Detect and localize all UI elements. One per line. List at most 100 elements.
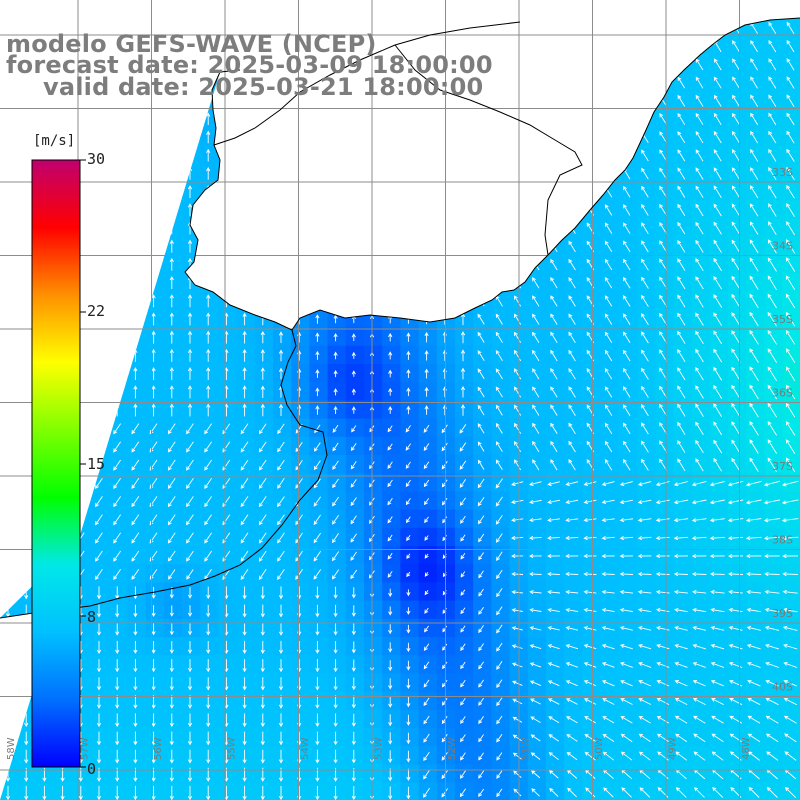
field-cell xyxy=(291,709,310,729)
field-cell xyxy=(764,109,784,128)
wind-arrow xyxy=(187,330,193,344)
wind-arrow xyxy=(406,369,411,378)
field-cell xyxy=(709,109,729,128)
field-cell xyxy=(655,254,674,274)
field-cell xyxy=(455,382,474,401)
wind-arrow xyxy=(406,768,411,782)
wind-arrow xyxy=(24,731,29,746)
wind-arrow xyxy=(187,385,193,399)
field-cell xyxy=(436,382,456,401)
wind-arrow xyxy=(115,731,120,746)
field-cell xyxy=(109,637,128,656)
wind-arrow xyxy=(550,386,558,398)
field-cell xyxy=(709,546,729,565)
wind-arrow xyxy=(131,459,140,471)
field-cell xyxy=(163,345,183,365)
field-cell xyxy=(637,600,656,620)
wind-arrow xyxy=(764,625,780,631)
field-cell xyxy=(527,345,547,365)
wind-arrow xyxy=(95,514,103,526)
wind-arrow xyxy=(315,659,320,673)
field-cell xyxy=(491,546,511,565)
field-cell xyxy=(145,546,165,565)
field-cell xyxy=(418,327,438,347)
field-cell xyxy=(691,764,711,784)
field-cell xyxy=(728,364,747,383)
field-cell xyxy=(109,527,128,547)
field-cell xyxy=(218,491,238,511)
field-cell xyxy=(364,491,383,511)
field-cell xyxy=(254,509,274,529)
field-cell xyxy=(655,145,674,165)
field-cell xyxy=(600,327,620,347)
field-cell xyxy=(564,691,583,711)
field-cell xyxy=(455,764,474,784)
wind-arrow xyxy=(460,643,466,651)
field-cell xyxy=(491,455,511,474)
wind-arrow xyxy=(113,441,121,453)
wind-arrow xyxy=(659,167,667,180)
wind-arrow xyxy=(441,424,448,434)
wind-arrow xyxy=(260,385,265,398)
field-cell xyxy=(236,728,256,747)
wind-arrow xyxy=(638,698,652,705)
wind-arrow xyxy=(691,536,707,541)
field-cell xyxy=(382,546,401,565)
field-cell xyxy=(254,345,274,365)
wind-arrow xyxy=(387,443,393,451)
wind-arrow xyxy=(783,679,798,687)
field-cell xyxy=(345,709,365,729)
field-cell xyxy=(564,364,583,383)
field-cell xyxy=(200,637,219,656)
wind-arrow xyxy=(583,607,597,613)
wind-arrow xyxy=(477,459,485,470)
wind-arrow xyxy=(278,331,284,343)
wind-arrow xyxy=(186,496,194,508)
wind-arrow xyxy=(496,606,503,616)
field-cell xyxy=(418,509,438,529)
field-cell xyxy=(618,218,638,238)
field-cell xyxy=(145,491,165,511)
field-cell xyxy=(673,163,693,183)
wind-arrow xyxy=(206,604,211,618)
wind-arrow xyxy=(242,330,247,344)
field-cell xyxy=(655,637,674,656)
wind-arrow xyxy=(387,479,393,488)
field-cell xyxy=(527,564,547,583)
field-cell xyxy=(491,527,511,547)
field-cell xyxy=(655,673,674,693)
wind-arrow xyxy=(691,499,707,505)
wind-arrow xyxy=(204,423,212,435)
wind-arrow xyxy=(604,258,613,271)
wind-arrow xyxy=(637,607,652,613)
field-cell xyxy=(764,546,784,565)
wind-arrow xyxy=(511,644,523,649)
wind-arrow xyxy=(260,695,265,709)
wind-arrow xyxy=(782,554,799,559)
wind-arrow xyxy=(547,535,560,541)
wind-arrow xyxy=(638,751,651,761)
wind-arrow xyxy=(511,626,523,631)
wind-arrow xyxy=(548,734,560,742)
field-cell xyxy=(436,364,456,383)
field-cell xyxy=(582,709,602,729)
wind-arrow xyxy=(406,350,411,360)
wind-arrow xyxy=(186,514,194,526)
field-cell xyxy=(91,491,110,511)
wind-arrow xyxy=(351,370,356,377)
wind-arrow xyxy=(350,479,357,488)
wind-arrow xyxy=(764,589,780,594)
wind-arrow xyxy=(133,749,138,764)
field-cell xyxy=(273,655,292,674)
field-cell xyxy=(364,527,383,547)
field-cell xyxy=(673,309,693,329)
wind-arrow xyxy=(782,589,798,594)
field-cell xyxy=(327,418,347,438)
field-cell xyxy=(345,673,365,693)
wind-arrow xyxy=(423,697,430,707)
wind-arrow xyxy=(675,751,688,761)
field-cell xyxy=(673,327,693,347)
wind-arrow xyxy=(568,331,576,344)
wind-arrow xyxy=(441,734,448,743)
field-cell xyxy=(200,382,219,401)
